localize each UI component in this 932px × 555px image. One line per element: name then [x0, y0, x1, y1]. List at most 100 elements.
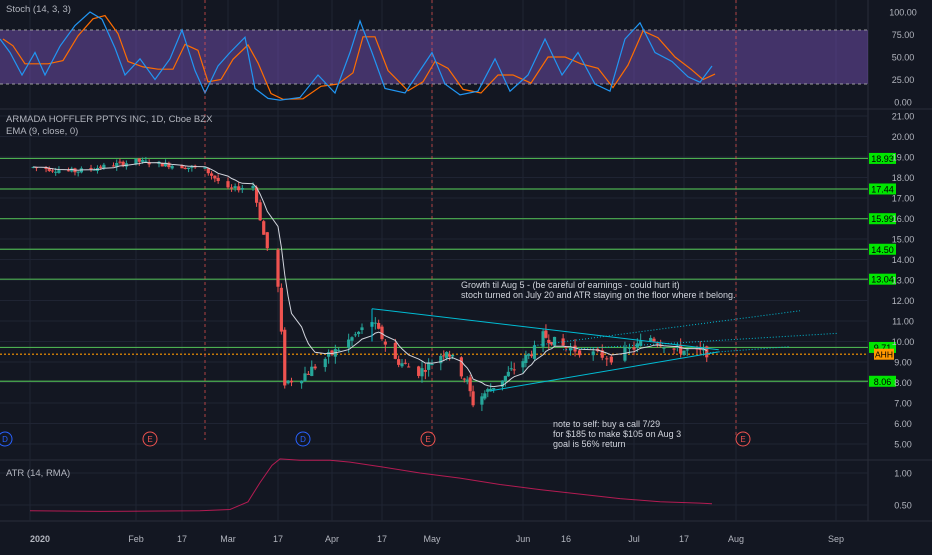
candle-body — [190, 166, 194, 168]
candle-body — [512, 369, 516, 371]
candle-body — [306, 373, 310, 375]
candle-body — [480, 396, 484, 405]
candle-body — [183, 167, 187, 169]
level-price-text: 18.93 — [871, 154, 894, 164]
candle-body — [111, 165, 116, 167]
candle-body — [701, 349, 706, 351]
projection-line — [706, 346, 791, 354]
candle-body — [265, 232, 269, 249]
note-line-1[interactable]: note to self: buy a call 7/29 — [553, 419, 661, 429]
candle-body — [483, 393, 487, 399]
ema-title[interactable]: EMA (9, close, 0) — [6, 126, 79, 137]
atr-title[interactable]: ATR (14, RMA) — [6, 468, 71, 479]
atr-tick-label: 1.00 — [894, 469, 912, 479]
price-tick-label: 14.00 — [892, 255, 915, 265]
candle-body — [327, 352, 331, 357]
price-axis: 21.00 20.00 19.00 18.00 17.00 16.00 15.00 14.00… — [892, 112, 915, 450]
candle-body — [229, 187, 234, 189]
candle-body — [623, 347, 627, 361]
time-tick-label: 17 — [679, 534, 689, 544]
candle-body — [609, 356, 613, 363]
candle-body — [600, 350, 604, 358]
ema-line — [33, 161, 708, 388]
candle-body — [240, 188, 244, 190]
level-price-tag — [869, 273, 896, 285]
candle-body — [442, 355, 446, 357]
symbol-title[interactable]: ARMADA HOFFLER PPTYS INC, 1D, Cboe BZX — [6, 114, 213, 125]
stoch-tick-label: 100.00 — [889, 8, 917, 18]
candle-body — [44, 167, 48, 169]
candle-body — [573, 345, 577, 352]
candle-body — [547, 339, 551, 343]
candle-body — [403, 362, 407, 364]
candle-body — [251, 185, 255, 189]
earnings-marker-letter: E — [740, 435, 745, 444]
candle-body — [524, 354, 528, 363]
time-tick-label: 17 — [377, 534, 387, 544]
candle-body — [34, 167, 39, 169]
time-tick-label: Jun — [516, 534, 531, 544]
projection-line — [534, 310, 801, 347]
candle-body — [506, 371, 510, 377]
candle-body — [167, 162, 171, 168]
candle-body — [303, 373, 307, 381]
stoch-title[interactable]: Stoch (14, 3, 3) — [6, 4, 71, 15]
annotation-line-2[interactable]: stoch turned on July 20 and ATR staying … — [461, 290, 736, 300]
price-tick-label: 20.00 — [892, 132, 915, 142]
candle-body — [160, 162, 164, 167]
annotation-line-1[interactable]: Growth til Aug 5 - (be careful of earnin… — [461, 280, 680, 290]
candle-body — [233, 186, 237, 189]
price-tick-label: 7.00 — [894, 399, 912, 409]
atr-panel: 1.00 0.50 — [0, 458, 912, 512]
level-price-text: 14.50 — [871, 245, 894, 255]
price-tick-label: 12.00 — [892, 296, 915, 306]
candle-body — [492, 388, 496, 390]
time-tick-label: Aug — [728, 534, 744, 544]
candle-body — [206, 168, 210, 174]
price-tick-label: 8.00 — [894, 378, 912, 388]
candle-body — [627, 347, 632, 349]
candle-body — [323, 358, 327, 368]
candle-body — [170, 165, 174, 169]
candle-body — [286, 380, 290, 384]
note-line-2[interactable]: for $185 to make $105 on Aug 3 — [553, 429, 682, 439]
time-tick-label: 2020 — [30, 534, 50, 544]
candle-body — [330, 350, 334, 355]
earnings-marker — [420, 431, 436, 447]
level-price-tag — [869, 243, 896, 255]
candle-body — [216, 177, 220, 182]
time-tick-label: Sep — [828, 534, 844, 544]
candle-body — [652, 338, 656, 342]
level-price-text: 15.99 — [871, 214, 894, 224]
note-line-3[interactable]: goal is 56% return — [553, 439, 626, 449]
candle-body — [445, 352, 449, 359]
candle-body — [337, 349, 341, 351]
symbol-tag-bg — [874, 348, 894, 360]
projection-line — [563, 332, 839, 351]
candle-body — [383, 341, 387, 345]
price-tick-label: 21.00 — [892, 112, 915, 122]
candle-body — [54, 171, 58, 173]
price-tick-label: 9.00 — [894, 358, 912, 368]
candle-body — [89, 167, 93, 170]
candle-body — [578, 350, 582, 356]
candle-body — [439, 355, 443, 364]
level-price-tag — [869, 183, 896, 195]
candle-body — [163, 162, 168, 167]
candle-body — [530, 354, 534, 357]
price-tick-label: 10.00 — [892, 337, 915, 347]
candle-body — [552, 336, 557, 346]
candle-body — [209, 173, 214, 176]
stoch-k-line — [0, 11, 713, 101]
earnings-marker-letter: E — [147, 435, 152, 444]
candle-body — [373, 322, 377, 324]
time-axis: 2020 Feb 17 Mar 17 Apr 17 May Jun 16 Jul 17 Aug Sep — [30, 534, 844, 544]
level-price-text: 8.06 — [874, 377, 892, 387]
candle-body — [186, 167, 191, 170]
candle-body — [521, 361, 525, 368]
candle-body — [226, 181, 230, 188]
level-price-text: 9.71 — [874, 343, 892, 353]
candle-body — [679, 345, 683, 354]
time-tick-label: Feb — [128, 534, 144, 544]
